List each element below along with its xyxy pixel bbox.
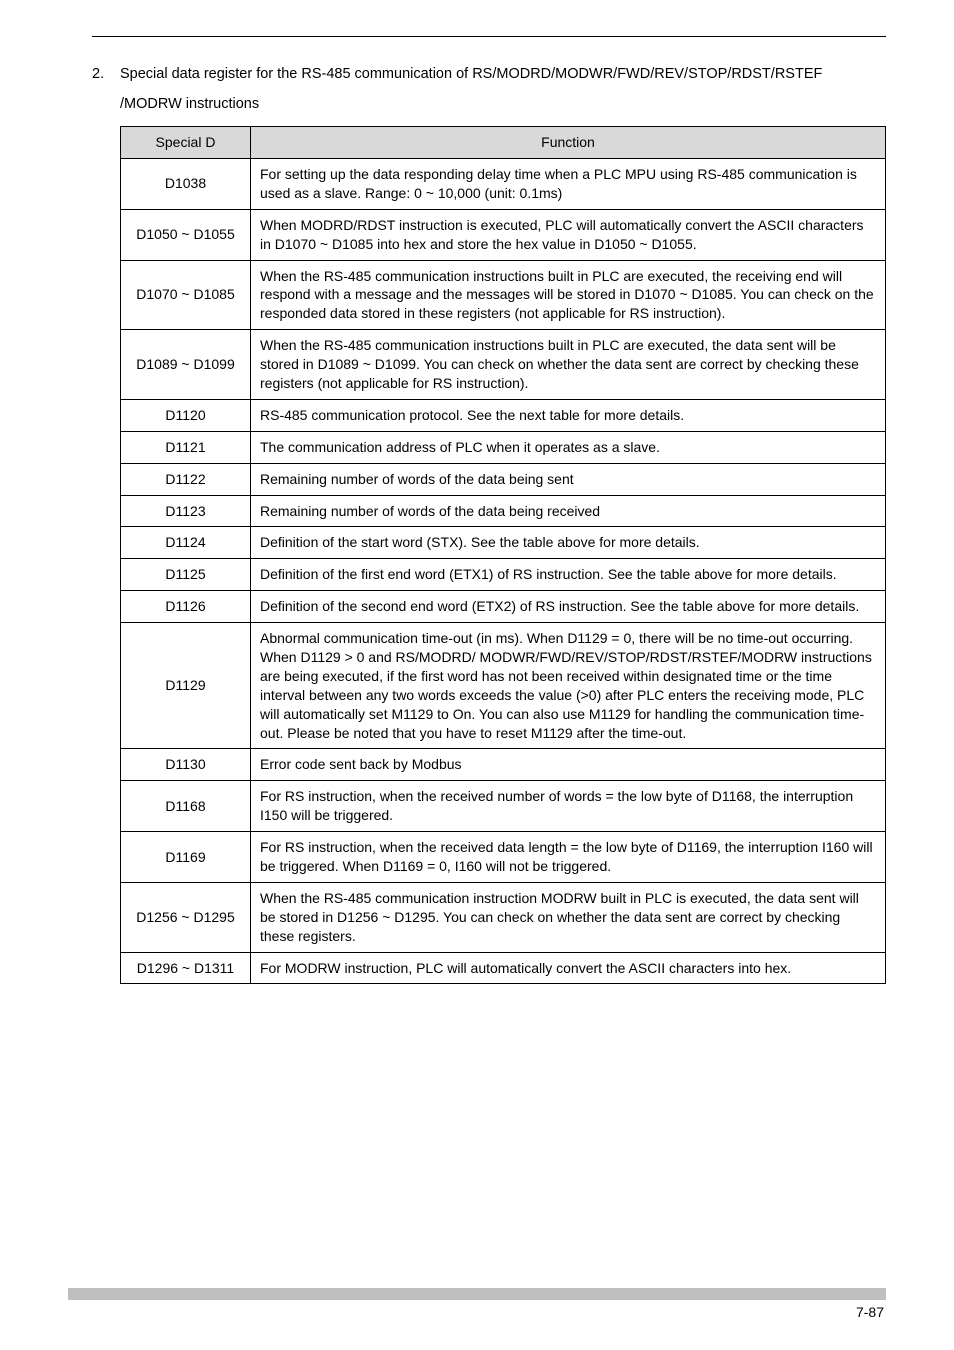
table-row: D1089 ~ D1099When the RS-485 communicati… bbox=[121, 330, 886, 400]
cell-function: For RS instruction, when the received da… bbox=[251, 832, 886, 883]
table-row: D1070 ~ D1085When the RS-485 communicati… bbox=[121, 260, 886, 330]
cell-function: When the RS-485 communication instructio… bbox=[251, 260, 886, 330]
cell-special-d: D1122 bbox=[121, 463, 251, 495]
table-row: D1256 ~ D1295When the RS-485 communicati… bbox=[121, 882, 886, 952]
cell-function: For setting up the data responding delay… bbox=[251, 158, 886, 209]
table-row: D1168For RS instruction, when the receiv… bbox=[121, 781, 886, 832]
cell-special-d: D1125 bbox=[121, 559, 251, 591]
cell-special-d: D1296 ~ D1311 bbox=[121, 952, 251, 984]
cell-function: For RS instruction, when the received nu… bbox=[251, 781, 886, 832]
table-row: D1038For setting up the data responding … bbox=[121, 158, 886, 209]
cell-special-d: D1256 ~ D1295 bbox=[121, 882, 251, 952]
table-header-row: Special D Function bbox=[121, 127, 886, 159]
table-row: D1129Abnormal communication time-out (in… bbox=[121, 623, 886, 749]
cell-function: RS-485 communication protocol. See the n… bbox=[251, 399, 886, 431]
cell-special-d: D1129 bbox=[121, 623, 251, 749]
cell-function: Remaining number of words of the data be… bbox=[251, 495, 886, 527]
cell-special-d: D1089 ~ D1099 bbox=[121, 330, 251, 400]
intro-line-1: 2. Special data register for the RS-485 … bbox=[92, 61, 886, 89]
cell-special-d: D1123 bbox=[121, 495, 251, 527]
table-row: D1130Error code sent back by Modbus bbox=[121, 749, 886, 781]
cell-special-d: D1121 bbox=[121, 431, 251, 463]
cell-special-d: D1050 ~ D1055 bbox=[121, 209, 251, 260]
cell-special-d: D1120 bbox=[121, 399, 251, 431]
cell-special-d: D1126 bbox=[121, 591, 251, 623]
header-special-d: Special D bbox=[121, 127, 251, 159]
table-row: D1121The communication address of PLC wh… bbox=[121, 431, 886, 463]
page-number: 7-87 bbox=[68, 1304, 886, 1320]
cell-special-d: D1130 bbox=[121, 749, 251, 781]
cell-function: When MODRD/RDST instruction is executed,… bbox=[251, 209, 886, 260]
cell-special-d: D1070 ~ D1085 bbox=[121, 260, 251, 330]
table-row: D1126Definition of the second end word (… bbox=[121, 591, 886, 623]
cell-special-d: D1169 bbox=[121, 832, 251, 883]
cell-function: When the RS-485 communication instructio… bbox=[251, 330, 886, 400]
cell-function: Definition of the first end word (ETX1) … bbox=[251, 559, 886, 591]
cell-function: When the RS-485 communication instructio… bbox=[251, 882, 886, 952]
table-row: D1050 ~ D1055When MODRD/RDST instruction… bbox=[121, 209, 886, 260]
table-row: D1296 ~ D1311For MODRW instruction, PLC … bbox=[121, 952, 886, 984]
page: 2. Special data register for the RS-485 … bbox=[0, 0, 954, 1350]
cell-function: Definition of the second end word (ETX2)… bbox=[251, 591, 886, 623]
intro-text-1: Special data register for the RS-485 com… bbox=[120, 61, 886, 89]
cell-function: Abnormal communication time-out (in ms).… bbox=[251, 623, 886, 749]
page-footer: 7-87 bbox=[68, 1288, 886, 1320]
footer-bar bbox=[68, 1288, 886, 1300]
list-number: 2. bbox=[92, 61, 120, 89]
cell-special-d: D1168 bbox=[121, 781, 251, 832]
cell-function: For MODRW instruction, PLC will automati… bbox=[251, 952, 886, 984]
cell-function: The communication address of PLC when it… bbox=[251, 431, 886, 463]
special-d-table: Special D Function D1038For setting up t… bbox=[120, 126, 886, 984]
cell-function: Definition of the start word (STX). See … bbox=[251, 527, 886, 559]
table-row: D1125Definition of the first end word (E… bbox=[121, 559, 886, 591]
table-row: D1123Remaining number of words of the da… bbox=[121, 495, 886, 527]
cell-function: Error code sent back by Modbus bbox=[251, 749, 886, 781]
table-row: D1124Definition of the start word (STX).… bbox=[121, 527, 886, 559]
cell-special-d: D1124 bbox=[121, 527, 251, 559]
table-body: D1038For setting up the data responding … bbox=[121, 158, 886, 984]
table-row: D1122Remaining number of words of the da… bbox=[121, 463, 886, 495]
table-row: D1169For RS instruction, when the receiv… bbox=[121, 832, 886, 883]
table-row: D1120RS-485 communication protocol. See … bbox=[121, 399, 886, 431]
cell-function: Remaining number of words of the data be… bbox=[251, 463, 886, 495]
cell-special-d: D1038 bbox=[121, 158, 251, 209]
top-rule bbox=[92, 36, 886, 37]
header-function: Function bbox=[251, 127, 886, 159]
intro-text-2: /MODRW instructions bbox=[120, 91, 886, 119]
